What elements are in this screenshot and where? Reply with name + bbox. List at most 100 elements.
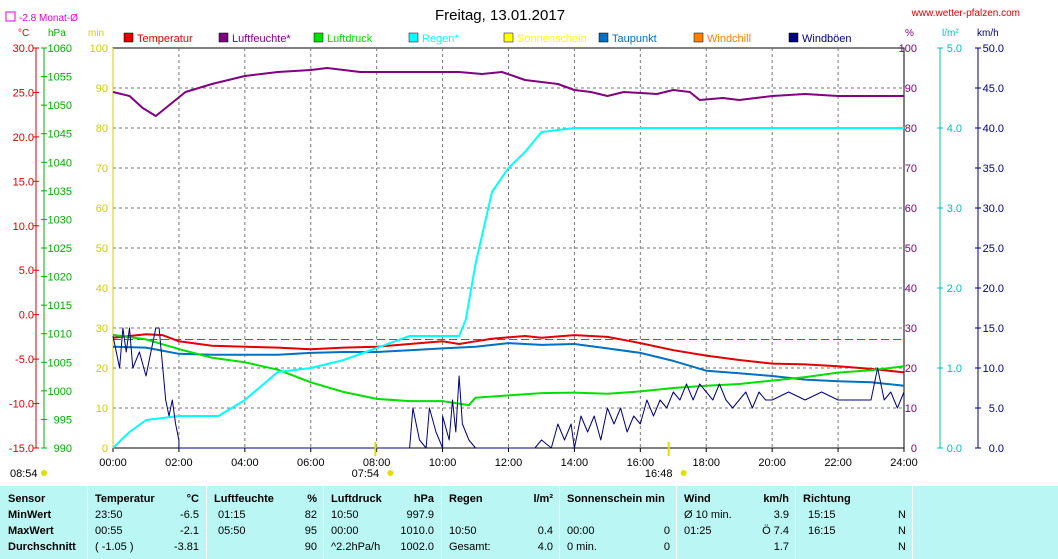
table-cell-label: MaxWert [8,525,54,537]
x-tick-label-6: 12:00 [495,457,523,469]
sun-markers: 08:54 07:54 16:48 [10,442,687,480]
tick-label-temp_c-2: 20.0 [13,132,34,144]
table-cell-w_val: 3.9 [773,509,789,521]
site-url: www.wetter-pfalzen.com [911,8,1020,19]
tick-label-sunshine_min-10: 0 [102,443,108,455]
unit-wind: km/h [977,28,999,39]
table-cell-p_val: 1002.0 [400,541,434,553]
unit-rain: l/m² [942,28,959,39]
unit-sunshine: min [88,28,104,39]
legend-label-5: Taupunkt [612,33,657,45]
legend-label-0: Temperatur [137,33,193,45]
tick-label-rain_lm2-4: 1.0 [947,363,962,375]
tick-label-temp_c-6: 0.0 [19,310,34,322]
tick-label-wind_kmh-2: 40.0 [983,123,1004,135]
table-cell-d_val: N [898,525,906,537]
table-cell-r_time: Gesamt: [449,541,491,553]
legend-label-4: Sonnenschein [517,33,587,45]
table-cell-p_val: 1010.0 [400,525,434,537]
hdr-rain-unit: l/m² [533,493,553,505]
tick-label-wind_kmh-3: 35.0 [983,163,1004,175]
tick-label-pressure_hpa-10: 1010 [48,329,72,341]
tick-label-humidity_pct-3: 70 [905,163,917,175]
x-tick-label-1: 02:00 [165,457,193,469]
sun-marker-icon-1 [387,470,394,476]
table-cell-w_val: 1.7 [773,541,789,553]
x-tick-label-10: 20:00 [758,457,786,469]
hdr-hum-unit: % [307,493,317,505]
tick-label-pressure_hpa-11: 1005 [48,357,72,369]
table-cell-t_val: -2.1 [180,525,199,537]
weather-chart: Freitag, 13.01.2017 www.wetter-pfalzen.c… [5,7,1020,480]
tick-label-pressure_hpa-9: 1015 [48,300,72,312]
series-line-3 [112,333,905,407]
tick-label-temp_c-3: 15.0 [13,176,34,188]
table-cell-r_val: 0.4 [537,525,553,537]
table-cell-h_val: 90 [304,541,317,553]
tick-label-sunshine_min-4: 60 [96,203,108,215]
series-line-0 [112,67,904,117]
hdr-sunshine: Sonnenschein min [567,493,665,505]
legend-label-1: Luftfeuchte* [232,33,291,45]
legend-label-2: Luftdruck [327,33,373,45]
x-tick-label-7: 14:00 [561,457,589,469]
tick-label-wind_kmh-7: 15.0 [983,323,1004,335]
hdr-press-unit: hPa [413,493,434,505]
table-cell-h_time: 05:50 [218,525,246,537]
legend-swatch-4 [503,32,514,43]
x-tick-label-12: 24:00 [890,457,918,469]
x-tick-label-9: 18:00 [692,457,720,469]
monthly-avg-label: -2.8 Monat-Ø [19,13,78,24]
legend: Temperatur Luftfeuchte* Luftdruck Regen* Son… [123,32,852,45]
table-cell-s_time: 00:00 [567,525,595,537]
tick-label-temp_c-7: -5.0 [15,354,34,366]
unit-temp: °C [18,28,29,39]
axes: 30.0 25.0 20.0 15.0 10.0 5.0 0.0 -5.0 -10.0 -15.0… [9,43,1004,469]
hdr-temp-unit: °C [186,493,199,505]
tick-label-wind_kmh-6: 20.0 [983,283,1004,295]
table-cell-r_val: 4.0 [537,541,553,553]
tick-label-humidity_pct-6: 40 [905,283,917,295]
tick-label-pressure_hpa-13: 995 [54,414,72,426]
tick-label-sunshine_min-1: 90 [96,83,108,95]
tick-label-wind_kmh-10: 0.0 [989,443,1004,455]
tick-label-temp_c-8: -10.0 [9,399,34,411]
table-cell-t_time: 23:50 [95,509,123,521]
tick-label-pressure_hpa-5: 1035 [48,186,72,198]
table-cell-w_time: 01:25 [684,525,712,537]
tick-label-humidity_pct-2: 80 [905,123,917,135]
series-line-4 [112,127,904,449]
table-cell-t_time: 00:55 [95,525,123,537]
tick-label-temp_c-1: 25.0 [13,87,34,99]
x-tick-label-3: 06:00 [297,457,325,469]
tick-label-wind_kmh-0: 50.0 [983,43,1004,55]
tick-label-pressure_hpa-14: 990 [54,443,72,455]
table-cell-s_val: 0 [663,541,670,553]
table-cell-s_val: 0 [663,525,670,537]
tick-label-pressure_hpa-7: 1025 [48,243,72,255]
tick-label-temp_c-4: 10.0 [13,221,34,233]
tick-label-wind_kmh-4: 30.0 [983,203,1004,215]
tick-label-sunshine_min-6: 40 [96,283,108,295]
series-line-1 [112,333,905,374]
monthly-avg-marker-icon [5,11,16,22]
series-line-2 [112,342,905,387]
table-cell-s_time: 0 min. [567,541,597,553]
x-tick-label-11: 22:00 [824,457,852,469]
x-tick-label-0: 00:00 [99,457,127,469]
hdr-direction: Richtung [803,493,851,505]
tick-label-pressure_hpa-0: 1060 [48,43,72,55]
hdr-humidity: Luftfeuchte [214,493,274,505]
tick-label-pressure_hpa-6: 1030 [48,214,72,226]
sun-marker-icon-0 [41,470,47,476]
table-cell-p_val: 997.9 [406,509,434,521]
hdr-rain: Regen [449,493,483,505]
tick-label-rain_lm2-1: 4.0 [947,123,962,135]
tick-label-rain_lm2-5: 0.0 [947,443,962,455]
tick-label-pressure_hpa-12: 1000 [48,386,72,398]
hdr-wind-unit: km/h [763,493,789,505]
tick-label-temp_c-9: -15.0 [9,443,34,455]
legend-label-7: Windböen [802,33,852,45]
tick-label-humidity_pct-9: 10 [905,403,917,415]
table-cell-p_time: 10:50 [331,509,359,521]
